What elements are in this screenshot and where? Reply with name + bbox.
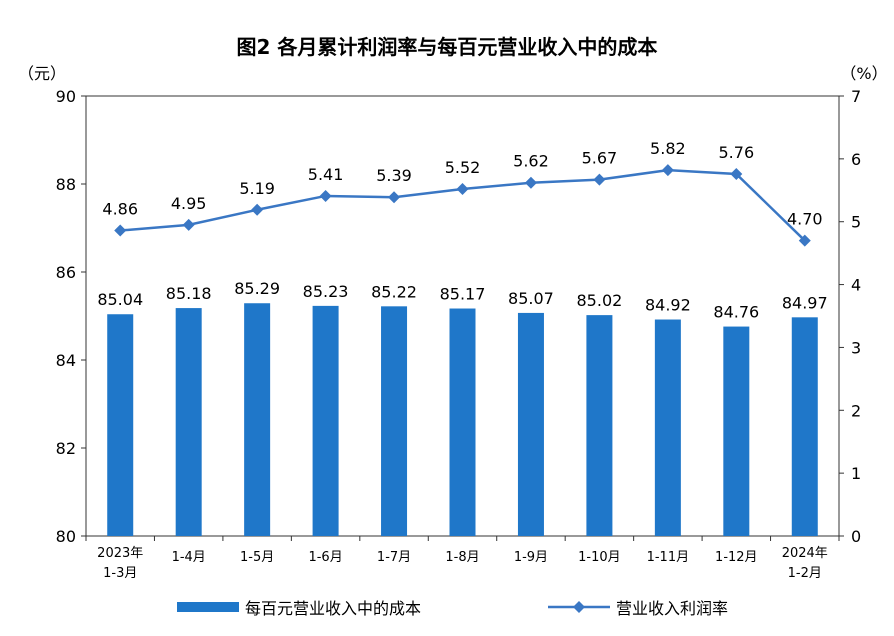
bar-data-label: 84.97 [782, 293, 828, 312]
bar-data-label: 85.29 [234, 279, 280, 298]
category-label: 2023年 [97, 546, 143, 561]
bar-data-label: 85.17 [440, 285, 486, 304]
category-label: 1-9月 [514, 550, 548, 565]
line-data-label: 5.62 [513, 152, 549, 171]
right-axis-unit: （%） [840, 64, 887, 83]
right-tick-label: 3 [851, 338, 861, 357]
left-tick-label: 88 [56, 175, 76, 194]
category-label: 1-4月 [172, 550, 206, 565]
profit-margin-point [456, 183, 469, 196]
cost-bar [791, 317, 818, 536]
legend-label-line: 营业收入利润率 [616, 599, 728, 618]
cost-bar [449, 308, 476, 536]
profit-margin-point [182, 218, 195, 231]
bar-data-label: 85.23 [303, 282, 349, 301]
left-tick-label: 82 [56, 439, 76, 458]
cost-bar [586, 315, 613, 536]
cost-bar [175, 308, 202, 536]
profit-margin-point [388, 191, 401, 204]
profit-margin-point [524, 176, 537, 189]
line-data-label: 5.41 [308, 165, 344, 184]
profit-margin-point [251, 203, 264, 216]
left-axis-unit: （元） [18, 64, 66, 83]
profit-margin-point [319, 189, 332, 202]
left-tick-label: 90 [56, 87, 76, 106]
line-series: 4.86 4.95 5.19 5.41 5.39 5.52 5.62 5.67 5.82 5.76… [102, 139, 823, 247]
category-axis: 2023年 1-3月 1-4月 1-5月 1-6月 1-7月 1-8月 1-9月 1-10月 1-… [85, 536, 840, 581]
line-data-label: 5.67 [582, 149, 618, 168]
profit-margin-point [798, 234, 811, 247]
bar-data-label: 85.18 [166, 284, 212, 303]
cost-bar [312, 305, 339, 536]
line-data-label: 5.82 [650, 139, 686, 158]
right-tick-label: 7 [851, 87, 861, 106]
right-axis: 0 1 2 3 4 5 6 7 [839, 87, 861, 546]
category-label: 1-12月 [715, 550, 758, 565]
right-tick-label: 2 [851, 401, 861, 420]
cost-bar [517, 312, 544, 536]
bar-data-label: 85.07 [508, 289, 554, 308]
legend-swatch-marker [573, 601, 585, 613]
right-tick-label: 4 [851, 276, 861, 295]
bar-data-label: 85.04 [97, 290, 143, 309]
profit-margin-point [114, 224, 127, 237]
line-data-label: 5.39 [376, 166, 412, 185]
legend-swatch-bar [177, 602, 239, 612]
cost-bar [723, 326, 750, 536]
bar-data-label: 84.76 [713, 303, 759, 322]
category-label: 1-10月 [578, 550, 621, 565]
right-tick-label: 5 [851, 213, 861, 232]
cost-bar [654, 319, 681, 536]
legend-label-bar: 每百元营业收入中的成本 [245, 599, 421, 618]
category-label: 2024年 [782, 546, 828, 561]
left-tick-label: 80 [56, 527, 76, 546]
line-data-label: 5.76 [719, 143, 755, 162]
category-label: 1-8月 [445, 550, 479, 565]
bar-data-label: 84.92 [645, 296, 691, 315]
bar-series: 85.04 85.18 85.29 85.23 85.22 85.17 85.07 85.02… [97, 279, 828, 536]
line-data-label: 5.19 [239, 179, 275, 198]
line-data-label: 4.70 [787, 210, 823, 229]
bar-data-label: 85.22 [371, 282, 417, 301]
category-label: 1-7月 [377, 550, 411, 565]
right-tick-label: 1 [851, 464, 861, 483]
right-tick-label: 0 [851, 527, 861, 546]
category-label: 1-2月 [788, 566, 822, 581]
bar-data-label: 85.02 [577, 291, 623, 310]
category-label: 1-5月 [240, 550, 274, 565]
line-data-label: 5.52 [445, 158, 481, 177]
profit-margin-point [730, 167, 743, 180]
cost-bar [107, 314, 134, 536]
profit-margin-point [661, 164, 674, 177]
chart-title: 图2 各月累计利润率与每百元营业收入中的成本 [237, 35, 658, 59]
profit-margin-line [120, 168, 806, 242]
left-tick-label: 86 [56, 263, 76, 282]
left-tick-label: 84 [56, 351, 76, 370]
category-label: 1-3月 [103, 566, 137, 581]
cost-bar [381, 306, 408, 536]
left-axis: 80 82 84 86 88 90 [56, 87, 86, 546]
line-data-label: 4.95 [171, 194, 207, 213]
cost-bar [244, 303, 271, 536]
right-tick-label: 6 [851, 150, 861, 169]
profit-margin-point [593, 173, 606, 186]
legend: 每百元营业收入中的成本 营业收入利润率 [177, 599, 728, 618]
line-data-label: 4.86 [102, 200, 138, 219]
category-label: 1-6月 [308, 550, 342, 565]
category-label: 1-11月 [647, 550, 690, 565]
